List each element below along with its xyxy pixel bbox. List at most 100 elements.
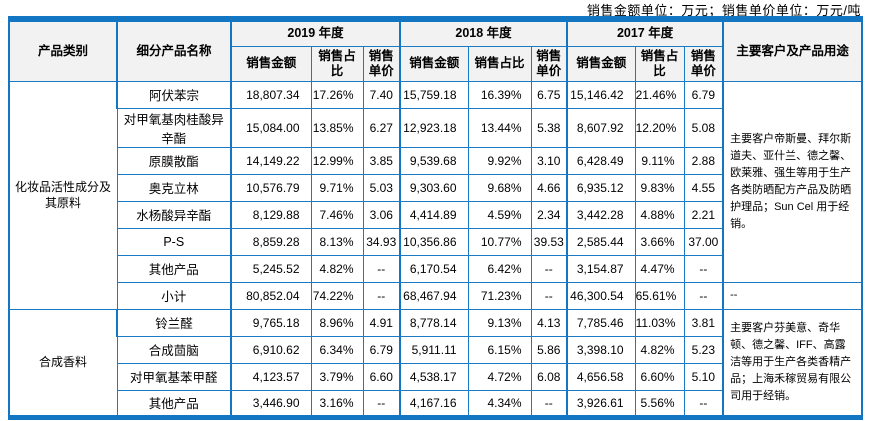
- unit-price-2019-cell: --: [362, 254, 401, 283]
- header-year-2019: 2019 年度: [229, 18, 401, 47]
- sales-amount-2019-cell: 9,765.18: [230, 308, 312, 337]
- sales-share-2018-cell: 9.13%: [467, 308, 532, 337]
- unit-price-2018-cell: --: [530, 389, 568, 418]
- unit-price-2017-cell: 6.79: [683, 80, 724, 109]
- sales-share-2018-cell: 9.68%: [467, 173, 532, 202]
- product-sales-table: 产品类别 细分产品名称 2019 年度 2018 年度 2017 年度 主要客户…: [8, 16, 864, 420]
- sales-amount-2018-cell: 4,538.17: [399, 362, 469, 391]
- sales-amount-2018-cell: 10,356.86: [399, 227, 469, 256]
- sales-share-2017-cell: 5.56%: [634, 389, 685, 418]
- table-row: 其他产品 3,446.90 3.16% -- 4,167.16 4.34% -- 3,926.…: [9, 389, 862, 418]
- sales-amount-2017-cell: 3,154.87: [566, 254, 636, 283]
- sales-amount-2019-cell: 14,149.22: [230, 146, 312, 175]
- unit-price-2017-cell: 4.55: [683, 173, 724, 202]
- sales-amount-2019-cell: 5,245.52: [230, 254, 312, 283]
- header-sub-row: 销售金额 销售占比 销售单价 销售金额 销售占比 销售单价 销售金额 销售占比 …: [9, 45, 862, 82]
- sales-share-2017-cell: 4.88%: [634, 200, 685, 229]
- units-caption: 销售金额单位：万元；销售单价单位：万元/吨: [586, 3, 861, 18]
- product-name-cell: 铃兰醛: [116, 308, 232, 337]
- sales-share-2018-cell: 6.15%: [467, 335, 532, 364]
- sales-amount-2017-cell: 46,300.54: [566, 281, 636, 310]
- unit-price-2019-cell: --: [362, 389, 401, 418]
- product-name-cell: 合成茴脑: [116, 335, 232, 364]
- unit-price-2018-cell: 4.66: [530, 173, 568, 202]
- sales-amount-2018-cell: 15,759.18: [399, 80, 469, 109]
- sales-share-2019-cell: 74.22%: [310, 281, 364, 310]
- sales-amount-2018-cell: 5,911.11: [399, 335, 469, 364]
- sales-amount-2018-cell: 9,303.60: [399, 173, 469, 202]
- product-name-cell: 水杨酸异辛酯: [116, 200, 232, 229]
- table-row: 合成香料 铃兰醛 9,765.18 8.96% 4.91 8,778.14 9.13% 4.1…: [8, 308, 863, 418]
- sales-share-2017-cell: 11.03%: [634, 308, 685, 337]
- unit-price-2018-cell: 2.34: [530, 200, 568, 229]
- product-name-cell: 对甲氧基肉桂酸异辛酯: [116, 107, 232, 148]
- sales-share-2018-cell: 4.34%: [467, 389, 532, 418]
- product-name-cell: 其他产品: [116, 389, 232, 418]
- product-name-cell: 对甲氧基苯甲醛: [116, 362, 232, 391]
- subtotal-usage-cell: --: [722, 281, 863, 310]
- header-unit-price-2017: 销售单价: [683, 45, 724, 82]
- unit-price-2019-cell: 4.91: [362, 308, 401, 337]
- unit-price-2017-cell: --: [683, 281, 724, 310]
- sales-share-2019-cell: 12.99%: [310, 146, 364, 175]
- unit-price-2019-cell: 6.79: [362, 335, 401, 364]
- product-name-cell: P-S: [116, 227, 232, 256]
- sales-share-2017-cell: 65.61%: [634, 281, 685, 310]
- sales-share-2019-cell: 9.71%: [310, 173, 364, 202]
- sales-share-2017-cell: 3.66%: [634, 227, 685, 256]
- sales-amount-2019-cell: 8,859.28: [230, 227, 312, 256]
- unit-price-2019-cell: 5.03: [362, 173, 401, 202]
- table-row: 小计 80,852.04 74.22% -- 68,467.94 71.23% -- 46,3…: [9, 281, 863, 310]
- unit-price-2018-cell: 3.10: [530, 146, 568, 175]
- table-row: 对甲氧基苯甲醛 4,123.57 3.79% 6.60 4,538.17 4.72% 6.0…: [9, 362, 862, 391]
- table-row: P-S 8,859.28 8.13% 34.93 10,356.86 10.77% 39.5…: [9, 227, 862, 256]
- sales-share-2017-cell: 9.83%: [634, 173, 685, 202]
- sales-amount-2017-cell: 7,785.46: [566, 308, 636, 337]
- product-category-cell: 合成香料: [8, 308, 118, 418]
- table-row: 对甲氧基肉桂酸异辛酯 15,084.00 13.85% 6.27 12,923.18 13…: [9, 107, 862, 148]
- sales-amount-2019-cell: 10,576.79: [230, 173, 312, 202]
- sales-share-2018-cell: 9.92%: [467, 146, 532, 175]
- sales-share-2017-cell: 12.20%: [634, 107, 685, 148]
- product-category-cell: 化妆品活性成分及其原料: [8, 80, 118, 310]
- product-name-cell: 其他产品: [116, 254, 232, 283]
- header-unit-price-2019: 销售单价: [362, 45, 401, 82]
- header-sales-amount-2017: 销售金额: [566, 45, 636, 82]
- table-body: 化妆品活性成分及其原料 阿伏苯宗 18,807.34 17.26% 7.40 15,759…: [8, 80, 863, 418]
- sales-share-2018-cell: 6.42%: [467, 254, 532, 283]
- unit-price-2019-cell: --: [362, 281, 401, 310]
- header-unit-price-2018: 销售单价: [530, 45, 568, 82]
- sales-amount-2019-cell: 3,446.90: [230, 389, 312, 418]
- unit-price-2017-cell: 5.08: [683, 107, 724, 148]
- sales-amount-2018-cell: 4,414.89: [399, 200, 469, 229]
- unit-price-2018-cell: 39.53: [530, 227, 568, 256]
- sales-amount-2018-cell: 12,923.18: [399, 107, 469, 148]
- sales-amount-2019-cell: 4,123.57: [230, 362, 312, 391]
- sales-amount-2017-cell: 6,935.12: [566, 173, 636, 202]
- sales-share-2019-cell: 6.34%: [310, 335, 364, 364]
- header-sales-share-2018: 销售占比: [467, 45, 532, 82]
- sales-amount-2017-cell: 3,926.61: [566, 389, 636, 418]
- sales-share-2018-cell: 16.39%: [467, 80, 532, 109]
- sales-amount-2018-cell: 4,167.16: [399, 389, 469, 418]
- unit-price-2018-cell: 4.13: [530, 308, 568, 337]
- sales-share-2018-cell: 10.77%: [467, 227, 532, 256]
- header-year-2017: 2017 年度: [566, 18, 724, 47]
- sales-share-2017-cell: 4.47%: [634, 254, 685, 283]
- header-usage: 主要客户及产品用途: [722, 18, 863, 82]
- sales-amount-2017-cell: 6,428.49: [566, 146, 636, 175]
- table-row: 其他产品 5,245.52 4.82% -- 6,170.54 6.42% -- 3,154.…: [9, 254, 862, 283]
- header-sales-amount-2018: 销售金额: [399, 45, 469, 82]
- table-row: 水杨酸异辛酯 8,129.88 7.46% 3.06 4,414.89 4.59% 2.34…: [9, 200, 862, 229]
- header-product-category: 产品类别: [8, 18, 118, 82]
- product-name-cell: 阿伏苯宗: [116, 80, 232, 109]
- unit-price-2019-cell: 6.60: [362, 362, 401, 391]
- unit-price-2017-cell: 2.21: [683, 200, 724, 229]
- sales-amount-2019-cell: 6,910.62: [230, 335, 312, 364]
- sales-share-2017-cell: 9.11%: [634, 146, 685, 175]
- unit-price-2017-cell: 2.88: [683, 146, 724, 175]
- sales-amount-2017-cell: 2,585.44: [566, 227, 636, 256]
- unit-price-2018-cell: 5.86: [530, 335, 568, 364]
- unit-price-2017-cell: 5.10: [683, 362, 724, 391]
- sales-amount-2017-cell: 3,398.10: [566, 335, 636, 364]
